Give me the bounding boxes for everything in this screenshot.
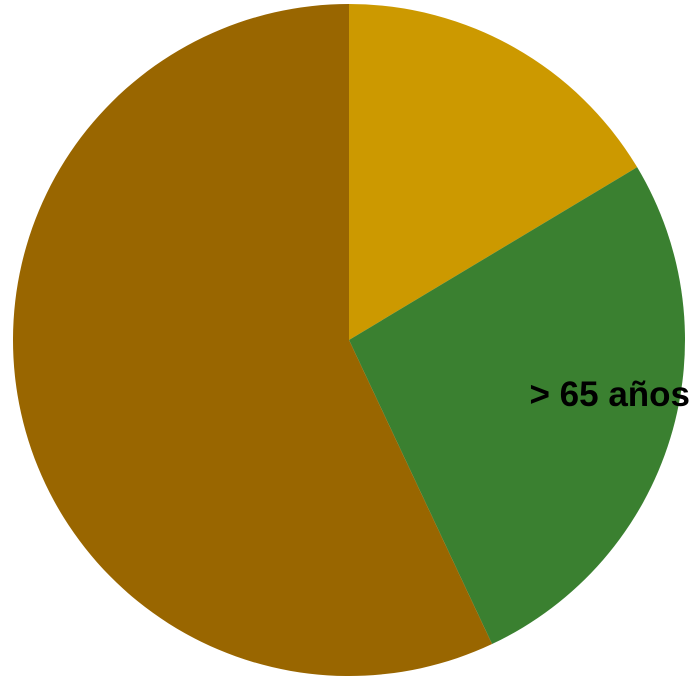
pie-slice-2 [349,167,685,645]
pie-slice-1 [349,4,638,340]
slice-label-2: > 65 años [530,375,691,414]
pie-labels: > 65 años [530,375,691,414]
pie-slices [12,4,685,676]
pie-slice-3 [12,4,493,676]
